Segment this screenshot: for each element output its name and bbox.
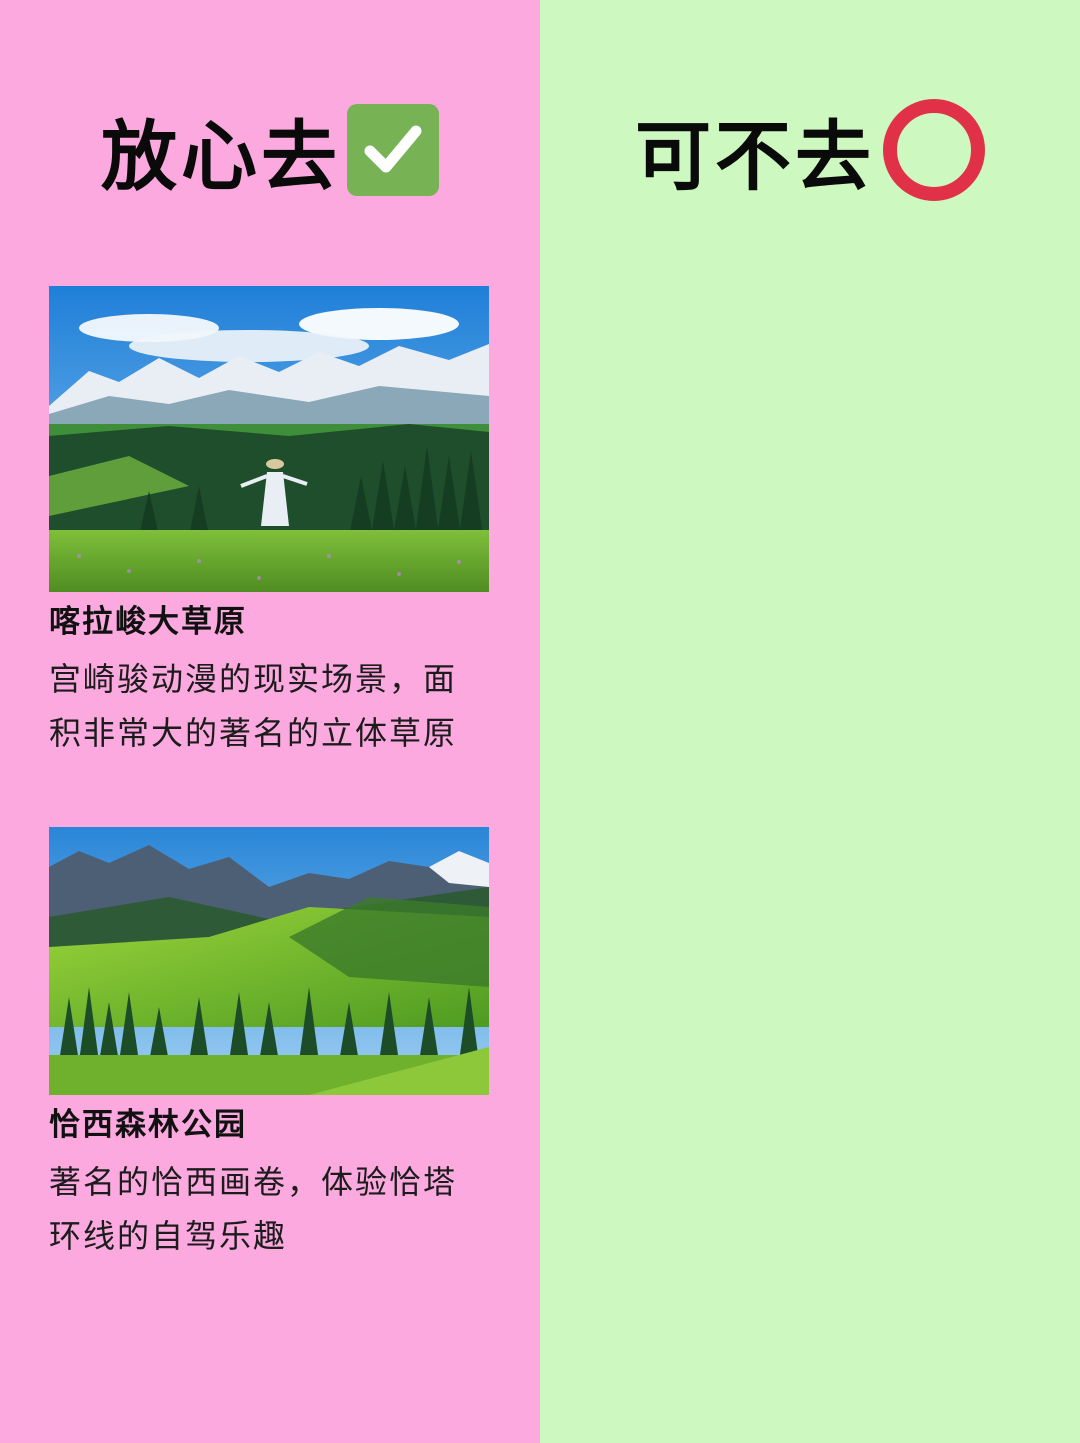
- description-line: 环线的自驾乐趣: [49, 1217, 288, 1255]
- recommended-heading: 放心去: [0, 100, 540, 201]
- place-card: 恰西森林公园 著名的恰西画卷，体验恰塔 环线的自驾乐趣: [49, 827, 489, 1263]
- place-name: 喀拉峻大草原: [49, 604, 247, 640]
- description-line: 宫崎骏动漫的现实场景，面: [49, 660, 458, 698]
- recommended-column: 放心去: [0, 0, 540, 1443]
- optional-column: 可不去: [540, 0, 1080, 1443]
- place-description: 著名的恰西画卷，体验恰塔 环线的自驾乐趣: [49, 1155, 489, 1263]
- snow-mountain-meadow-photo: [49, 286, 489, 592]
- place-card: 喀拉峻大草原 宫崎骏动漫的现实场景，面 积非常大的著名的立体草原: [49, 286, 489, 760]
- recommended-title: 放心去: [101, 112, 341, 201]
- place-name: 恰西森林公园: [49, 1107, 247, 1143]
- description-line: 著名的恰西画卷，体验恰塔: [49, 1163, 458, 1201]
- forest-valley-photo: [49, 827, 489, 1095]
- optional-heading: 可不去: [540, 99, 1080, 201]
- optional-title: 可不去: [635, 112, 875, 201]
- check-mark-icon: [347, 104, 439, 196]
- red-circle-icon: [883, 99, 985, 201]
- description-line: 积非常大的著名的立体草原: [49, 714, 458, 752]
- place-description: 宫崎骏动漫的现实场景，面 积非常大的著名的立体草原: [49, 652, 489, 760]
